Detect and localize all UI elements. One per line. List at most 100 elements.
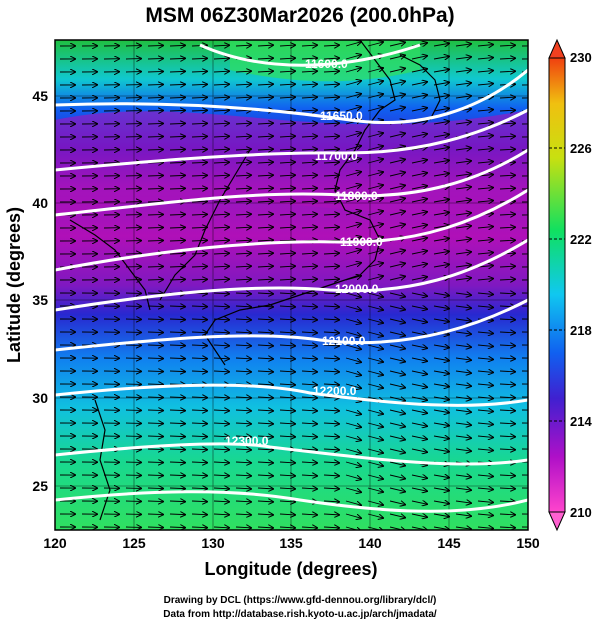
- wind-arrow: [301, 449, 317, 450]
- wind-arrow: [323, 371, 339, 372]
- wind-arrow: [213, 279, 229, 280]
- wind-arrow: [411, 173, 427, 176]
- wind-arrow: [235, 214, 251, 215]
- wind-arrow: [235, 501, 251, 502]
- wind-arrow: [433, 371, 449, 374]
- wind-arrow: [433, 436, 449, 439]
- contour-south: [55, 490, 528, 513]
- wind-arrow: [279, 214, 295, 215]
- wind-arrow: [257, 84, 273, 85]
- wind-arrow: [213, 253, 229, 254]
- wind-arrow: [257, 201, 273, 202]
- wind-arrow: [147, 358, 163, 359]
- wind-arrow: [499, 319, 515, 320]
- wind-arrow: [213, 201, 229, 202]
- wind-arrow: [477, 71, 493, 72]
- wind-arrow: [191, 71, 207, 72]
- wind-arrow: [191, 319, 207, 320]
- wind-arrow: [367, 513, 383, 518]
- wind-arrow: [499, 123, 515, 124]
- wind-arrow: [323, 449, 339, 450]
- wind-arrow: [191, 423, 207, 424]
- wind-arrow: [257, 45, 273, 46]
- wind-arrow: [235, 188, 251, 189]
- wind-arrow: [433, 306, 449, 309]
- wind-arrow: [345, 146, 361, 151]
- wind-arrow: [411, 345, 427, 348]
- wind-arrow: [257, 358, 273, 359]
- wind-arrow: [389, 68, 405, 72]
- wind-arrow: [433, 121, 449, 124]
- wind-arrow: [191, 84, 207, 85]
- wind-arrow: [345, 224, 361, 229]
- wind-arrow: [213, 110, 229, 111]
- wind-arrow: [345, 42, 361, 47]
- wind-arrow: [433, 160, 449, 163]
- y-tick-label: 35: [32, 292, 48, 308]
- wind-arrow: [279, 423, 295, 424]
- wind-arrow: [257, 332, 273, 333]
- wind-arrow: [235, 84, 251, 85]
- wind-arrow: [499, 410, 515, 411]
- contour-11700: [55, 108, 528, 172]
- wind-arrow: [257, 449, 273, 450]
- wind-arrow: [191, 175, 207, 176]
- wind-arrow: [257, 253, 273, 254]
- credit-line-data: Data from http://database.rish.kyoto-u.a…: [163, 609, 437, 620]
- wind-arrow: [301, 227, 317, 228]
- wind-arrow: [455, 187, 471, 189]
- wind-arrow: [455, 226, 471, 228]
- wind-arrow: [235, 410, 251, 411]
- wind-arrow: [169, 501, 185, 502]
- wind-arrow: [477, 293, 493, 294]
- wind-arrow: [367, 107, 383, 112]
- wind-arrow: [367, 474, 383, 479]
- wind-arrow: [367, 292, 383, 297]
- wind-arrow: [147, 97, 163, 98]
- wind-arrow: [477, 488, 493, 489]
- wind-arrow: [455, 213, 471, 215]
- wind-arrow: [389, 133, 405, 137]
- wind-arrow: [169, 410, 185, 411]
- contour-12300: [55, 442, 528, 466]
- wind-arrow: [499, 266, 515, 267]
- wind-arrow: [499, 436, 515, 437]
- wind-arrow: [169, 475, 185, 476]
- wind-arrow: [499, 501, 515, 502]
- wind-arrow: [279, 240, 295, 241]
- wind-arrow: [389, 475, 405, 479]
- wind-arrow: [367, 172, 383, 177]
- wind-arrow: [169, 319, 185, 320]
- wind-arrow: [389, 107, 405, 111]
- wind-arrow: [257, 240, 273, 241]
- wind-arrow: [411, 410, 427, 413]
- wind-arrow: [345, 344, 361, 349]
- wind-arrow: [147, 71, 163, 72]
- wind-arrow: [455, 252, 471, 254]
- wind-arrow: [389, 358, 405, 362]
- colorbar-scale: [548, 57, 566, 513]
- wind-arrow: [345, 409, 361, 414]
- wind-arrow: [455, 332, 471, 334]
- wind-arrow: [389, 319, 405, 323]
- wind-arrow: [433, 449, 449, 452]
- wind-arrow: [301, 514, 317, 515]
- y-tick-label: 45: [32, 88, 48, 104]
- wind-arrow: [411, 488, 427, 491]
- wind-arrow: [191, 306, 207, 307]
- wind-arrow: [433, 397, 449, 400]
- wind-arrow: [147, 214, 163, 215]
- contour-12100: [55, 298, 528, 352]
- wind-arrow: [213, 345, 229, 346]
- height-contours: [55, 43, 528, 513]
- wind-arrow: [411, 147, 427, 150]
- wind-arrow: [257, 462, 273, 463]
- wind-arrow: [499, 397, 515, 398]
- wind-arrow: [191, 488, 207, 489]
- wind-arrow: [323, 462, 339, 463]
- wind-arrow: [169, 188, 185, 189]
- wind-arrow: [301, 188, 317, 189]
- wind-arrow: [191, 110, 207, 111]
- wind-arrow: [367, 357, 383, 362]
